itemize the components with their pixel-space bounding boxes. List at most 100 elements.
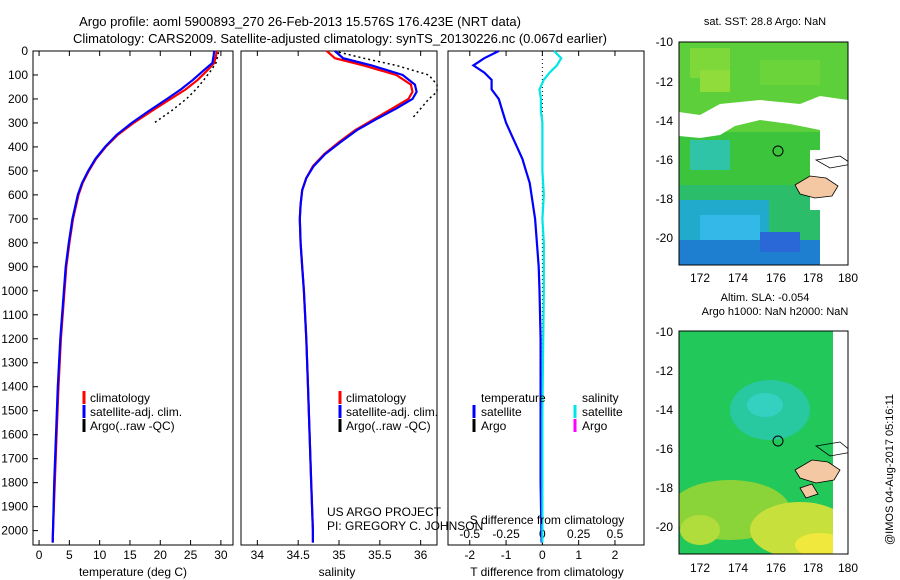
figure-title-line1: Argo profile: aoml 5900893_270 26-Feb-20… (79, 14, 521, 29)
svg-text:-14: -14 (656, 114, 674, 128)
temperature-legend: climatology satellite-adj. clim. Argo(..… (82, 391, 182, 433)
difference-panel: -2 -1 0 1 2 -0.5 -0.25 0 0.25 0.5 S difference f… (447, 50, 645, 579)
sla-field (679, 331, 848, 554)
s-x-tick-label: -0.5 (459, 527, 480, 541)
legend-label-s-argo: Argo (582, 419, 608, 433)
sst-map-panel: sat. SST: 28.8 Argo: NaN -10 -12 -14 (656, 16, 859, 285)
legend-label-argo: Argo(..raw -QC) (346, 419, 431, 433)
series-line-satellite-adj-clim (298, 50, 418, 543)
x-tick-label: 15 (123, 548, 137, 562)
y-tick-label: 1500 (1, 404, 28, 418)
y-tick-label: 1900 (1, 500, 28, 514)
sst-map-x-axis: 172 174 176 178 180 (690, 271, 858, 285)
s-x-tick-label: 0.5 (607, 527, 624, 541)
svg-text:174: 174 (728, 561, 748, 575)
temperature-series (51, 50, 220, 543)
y-tick-label: 300 (8, 116, 28, 130)
svg-text:-20: -20 (656, 520, 674, 534)
y-tick-label: 500 (8, 164, 28, 178)
series-line-climatology (51, 50, 218, 543)
sla-map-title-line1: Altim. SLA: -0.054 (721, 292, 810, 304)
y-tick-label: 400 (8, 140, 28, 154)
temperature-x-label: temperature (deg C) (79, 565, 187, 579)
depth-axis: 0 100 200 300 400 500 600 700 800 900 1000 1100 1200… (1, 44, 38, 538)
series-line-climatology (298, 50, 414, 543)
x-tick-label: -1 (501, 548, 512, 562)
svg-text:-18: -18 (656, 192, 674, 206)
sla-map-panel: Altim. SLA: -0.054 Argo h1000: NaN h2000… (656, 292, 859, 575)
sla-map-title-line2: Argo h1000: NaN h2000: NaN (702, 306, 849, 318)
x-tick-label: 20 (154, 548, 168, 562)
sla-map-x-axis: 172 174 176 178 180 (690, 561, 858, 575)
s-difference-x-label: S difference from climatology (470, 513, 625, 527)
y-tick-label: 200 (8, 92, 28, 106)
salinity-plot-frame (240, 50, 438, 546)
y-tick-label: 0 (21, 44, 28, 58)
y-tick-label: 1200 (1, 332, 28, 346)
x-tick-label: 34.5 (286, 548, 310, 562)
legend-label-argo: Argo(..raw -QC) (90, 419, 175, 433)
x-tick-label: 1 (575, 548, 582, 562)
salinity-x-label: salinity (319, 565, 356, 579)
svg-text:176: 176 (766, 271, 786, 285)
x-tick-label: 5 (66, 548, 73, 562)
svg-text:174: 174 (728, 271, 748, 285)
series-line-t-satellite (471, 50, 543, 543)
temperature-panel: 0100200300400500600700800900100011001200… (1, 44, 234, 579)
svg-text:-12: -12 (656, 75, 674, 89)
x-tick-label: 30 (214, 548, 228, 562)
y-tick-label: 1400 (1, 380, 28, 394)
y-tick-label: 2000 (1, 524, 28, 538)
y-tick-label: 1300 (1, 356, 28, 370)
svg-text:-10: -10 (656, 325, 674, 339)
salinity-panel: 34 34.5 35 35.5 36 salinity climatology sate… (240, 50, 483, 579)
svg-text:178: 178 (803, 271, 823, 285)
svg-text:-18: -18 (656, 481, 674, 495)
x-tick-label: 36 (414, 548, 428, 562)
pi-credit: PI: GREGORY C. JOHNSON (327, 519, 483, 533)
difference-series (471, 50, 563, 545)
legend-label-climatology: climatology (346, 391, 406, 405)
svg-text:-10: -10 (656, 35, 674, 49)
svg-text:172: 172 (690, 561, 710, 575)
y-tick-label: 700 (8, 212, 28, 226)
legend-label-satellite: satellite-adj. clim. (346, 405, 438, 419)
salinity-x-axis: 34 34.5 35 35.5 36 (251, 51, 428, 562)
svg-text:-16: -16 (656, 442, 674, 456)
svg-text:-14: -14 (656, 403, 674, 417)
svg-text:176: 176 (766, 561, 786, 575)
x-tick-label: 2 (612, 548, 619, 562)
y-tick-label: 600 (8, 188, 28, 202)
svg-text:178: 178 (803, 561, 823, 575)
y-tick-label: 800 (8, 236, 28, 250)
temperature-plot-frame (32, 50, 234, 546)
salinity-legend: climatology satellite-adj. clim. Argo(..… (338, 391, 438, 433)
svg-text:180: 180 (838, 271, 858, 285)
y-tick-label: 1700 (1, 452, 28, 466)
y-tick-label: 1000 (1, 284, 28, 298)
x-tick-label: 10 (93, 548, 107, 562)
legend-label-climatology: climatology (90, 391, 150, 405)
series-line-argo-raw-qc (338, 51, 438, 119)
series-line-argo-raw-qc (153, 52, 220, 124)
t-difference-x-label: T difference from climatology (470, 565, 624, 579)
argo-location-marker (772, 145, 784, 157)
sst-field (679, 42, 848, 265)
legend-title-salinity: salinity (582, 391, 619, 405)
y-tick-label: 900 (8, 260, 28, 274)
figure-title-line2: Climatology: CARS2009. Satellite-adjuste… (73, 31, 607, 46)
svg-text:180: 180 (838, 561, 858, 575)
project-credit: US ARGO PROJECT (327, 505, 442, 519)
imos-timestamp: @IMOS 04-Aug-2017 05:16:11 (884, 394, 896, 545)
series-line-s-satellite (538, 50, 563, 543)
y-tick-label: 100 (8, 68, 28, 82)
s-x-tick-label: -0.25 (492, 527, 520, 541)
svg-text:-20: -20 (656, 231, 674, 245)
x-tick-label: 0 (36, 548, 43, 562)
argo-location-marker (772, 435, 784, 447)
salinity-series (298, 50, 438, 543)
difference-plot-frame (447, 50, 645, 546)
sla-map-y-axis: -10 -12 -14 -16 -18 -20 (656, 325, 674, 534)
